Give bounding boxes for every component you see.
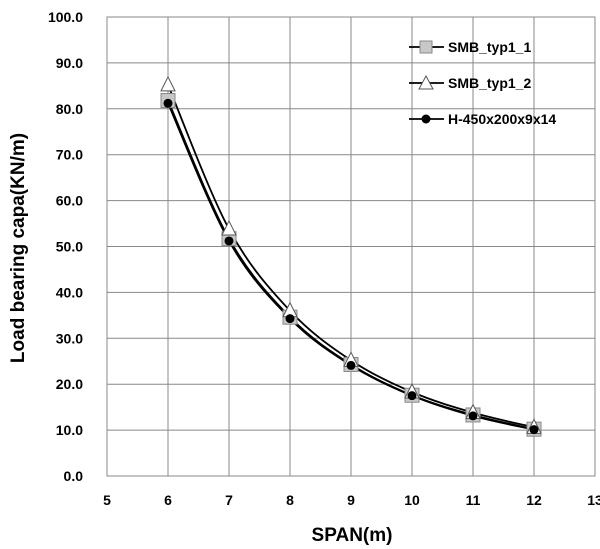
y-tick-label: 10.0 <box>56 422 83 438</box>
legend-label-smb-typ1-2: SMB_typ1_2 <box>448 75 531 91</box>
y-tick-label: 90.0 <box>56 55 83 71</box>
y-axis-title: Load bearing capa(KN/m) <box>8 133 29 363</box>
legend: SMB_typ1_1 SMB_typ1_2 H-450x200x9x14 <box>409 39 556 127</box>
x-tick-label: 5 <box>103 492 111 508</box>
y-axis-ticks: 0.0 10.0 20.0 30.0 40.0 50.0 60.0 70.0 80.0 90.0 1… <box>48 9 83 484</box>
data-point-triangle <box>160 75 176 92</box>
x-tick-label: 10 <box>404 492 420 508</box>
x-tick-label: 11 <box>466 492 481 508</box>
y-tick-label: 80.0 <box>56 101 83 117</box>
y-tick-label: 30.0 <box>56 330 83 346</box>
legend-marker-circle <box>421 114 431 124</box>
data-point-circle <box>163 98 173 108</box>
x-axis-title: SPAN(m) <box>312 525 393 546</box>
y-tick-label: 100.0 <box>48 9 83 25</box>
data-point-triangle <box>221 219 237 236</box>
legend-label-smb-typ1-1: SMB_typ1_1 <box>448 39 531 55</box>
data-point-circle <box>468 411 478 421</box>
data-point-circle <box>224 236 234 246</box>
legend-label-h-450: H-450x200x9x14 <box>448 111 556 127</box>
x-tick-label: 8 <box>286 492 294 508</box>
data-point-circle <box>407 391 417 401</box>
y-tick-label: 0.0 <box>64 468 84 484</box>
y-tick-label: 60.0 <box>56 193 83 209</box>
data-point-circle <box>346 360 356 370</box>
data-point-circle <box>285 314 295 324</box>
series-markers <box>160 75 542 437</box>
data-point-circle <box>529 425 539 435</box>
x-tick-label: 12 <box>526 492 542 508</box>
x-tick-label: 9 <box>347 492 355 508</box>
y-tick-label: 40.0 <box>56 284 83 300</box>
x-tick-label: 7 <box>225 492 233 508</box>
legend-marker-triangle <box>418 74 434 90</box>
plot-area <box>106 16 596 477</box>
y-tick-label: 20.0 <box>56 376 83 392</box>
legend-marker-square <box>419 40 433 54</box>
x-tick-label: 6 <box>164 492 172 508</box>
y-tick-label: 70.0 <box>56 147 83 163</box>
x-axis-ticks: 5 6 7 8 9 10 11 12 13 <box>103 492 600 508</box>
x-tick-label: 13 <box>587 492 600 508</box>
y-tick-label: 50.0 <box>56 239 83 255</box>
